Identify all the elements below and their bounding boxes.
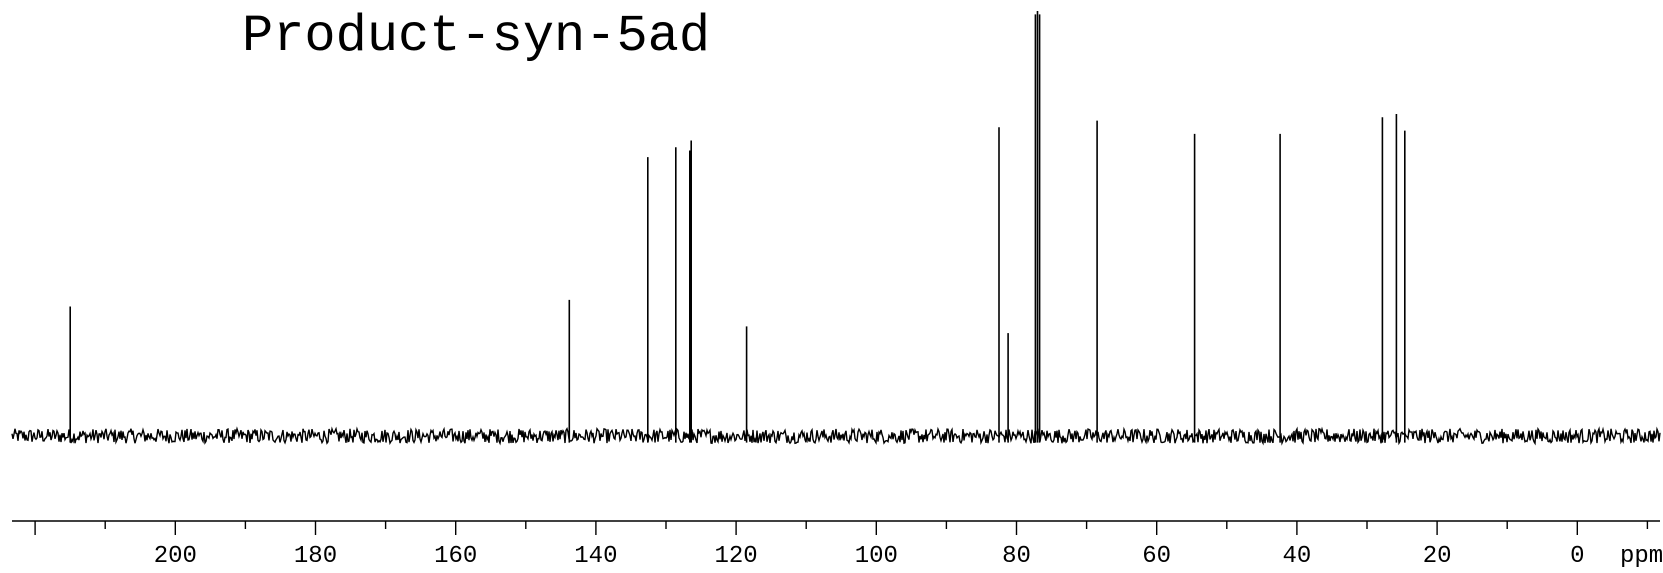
x-axis-tick-labels: 200 180 160 140 120 100 80 60 40 20 0 — [154, 543, 1585, 570]
tick-label: 20 — [1423, 543, 1452, 570]
tick-label: 140 — [574, 543, 617, 570]
tick-label: 120 — [714, 543, 757, 570]
tick-label: 0 — [1570, 543, 1584, 570]
peak-marks — [69, 11, 1406, 443]
spectrum-trace — [11, 426, 1661, 446]
chart-title: Product-syn-5ad — [242, 7, 710, 66]
tick-label: 160 — [434, 543, 477, 570]
tick-label: 40 — [1282, 543, 1311, 570]
tick-label: 200 — [154, 543, 197, 570]
tick-label: 100 — [855, 543, 898, 570]
x-axis-ticks — [34, 521, 1649, 535]
tick-label: 60 — [1142, 543, 1171, 570]
tick-label: 180 — [294, 543, 337, 570]
x-axis-unit-label: ppm — [1620, 543, 1663, 570]
tick-label: 80 — [1002, 543, 1031, 570]
